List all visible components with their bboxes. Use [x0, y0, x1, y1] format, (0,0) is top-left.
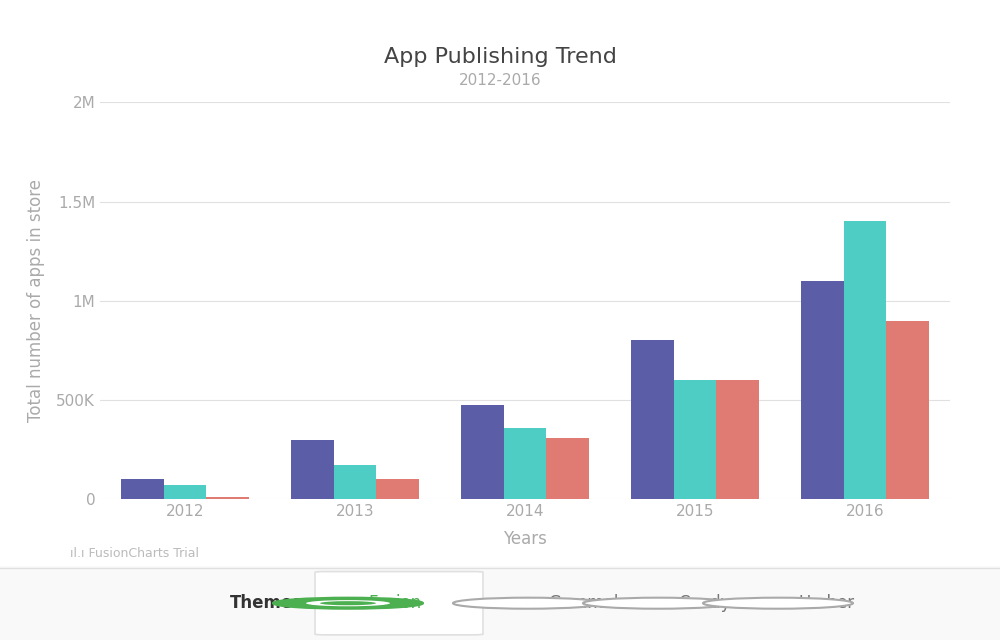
Bar	[461, 405, 504, 499]
Y-axis label: Total number of apps in store: Total number of apps in store	[27, 179, 45, 422]
Bar	[164, 485, 206, 499]
FancyBboxPatch shape	[315, 572, 483, 635]
Bar	[334, 465, 376, 499]
Bar	[844, 221, 886, 499]
Text: Themes:: Themes:	[230, 594, 310, 612]
Circle shape	[273, 598, 423, 609]
Circle shape	[306, 600, 390, 606]
Text: 2012-2016: 2012-2016	[459, 74, 541, 88]
Text: Candy: Candy	[678, 594, 730, 612]
Circle shape	[703, 598, 853, 609]
Bar	[504, 428, 546, 499]
Bar	[716, 380, 759, 499]
Bar	[886, 321, 929, 499]
Bar	[631, 340, 674, 499]
Bar	[206, 497, 249, 499]
Circle shape	[583, 598, 733, 609]
Bar	[674, 380, 716, 499]
Bar	[376, 479, 419, 499]
Bar	[546, 438, 589, 499]
Bar	[801, 281, 844, 499]
Legend: iOS App Store, Google Play Store, Amazon AppStore: iOS App Store, Google Play Store, Amazon…	[272, 579, 778, 605]
Text: Gammel: Gammel	[548, 594, 618, 612]
Text: Fusion: Fusion	[368, 594, 421, 612]
Text: Umber: Umber	[798, 594, 854, 612]
Bar	[121, 479, 164, 499]
Text: ıl.ı FusionCharts Trial: ıl.ı FusionCharts Trial	[70, 547, 199, 560]
X-axis label: Years: Years	[503, 530, 547, 548]
Text: App Publishing Trend: App Publishing Trend	[384, 47, 616, 67]
Bar	[291, 440, 334, 499]
Circle shape	[453, 598, 603, 609]
Circle shape	[320, 601, 376, 605]
